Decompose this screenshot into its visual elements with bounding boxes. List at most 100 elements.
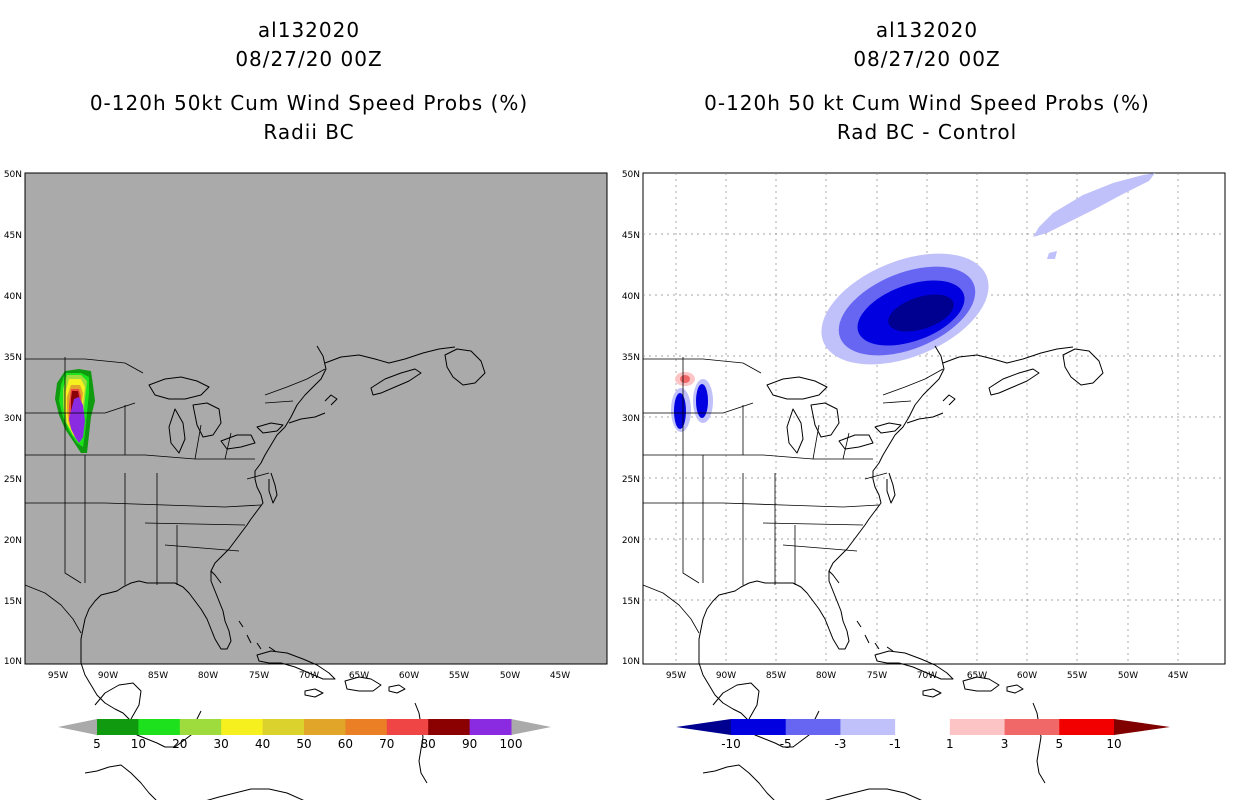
left-title-product: 0-120h 50kt Cum Wind Speed Probs (%) [89, 91, 529, 115]
colorbar-label: -10 [721, 737, 741, 751]
colorbar-swatch [895, 719, 951, 735]
colorbar-label: 100 [500, 737, 523, 751]
lon-label: 60W [399, 671, 419, 681]
lat-label: 10N [4, 657, 22, 667]
left-lat-labels: 50N 45N 40N 35N 30N 25N 20N 15N 10N [4, 170, 22, 667]
lon-label: 60W [1017, 671, 1037, 681]
right-title-subtitle: Rad BC - Control [836, 120, 1018, 144]
right-title-product: 0-120h 50 kt Cum Wind Speed Probs (%) [704, 91, 1150, 115]
lon-label: 95W [666, 671, 686, 681]
colorbar-label: 80 [421, 737, 436, 751]
lon-label: 55W [1067, 671, 1087, 681]
lon-label: 90W [98, 671, 118, 681]
colorbar-label: 40 [255, 737, 270, 751]
lon-label: 95W [48, 671, 68, 681]
left-title-date: 08/27/20 00Z [235, 47, 383, 71]
colorbar-swatch [304, 719, 346, 735]
lat-label: 20N [622, 536, 640, 546]
colorbar-label: 10 [1106, 737, 1121, 751]
colorbar-swatch [179, 719, 222, 735]
lat-label: 25N [622, 475, 640, 485]
colorbar-label: 60 [338, 737, 353, 751]
colorbar-swatch [840, 719, 896, 735]
lon-label: 50W [500, 671, 520, 681]
colorbar-label: 30 [214, 737, 229, 751]
left-colorbar-min-arrow [58, 719, 97, 735]
right-map-background [642, 172, 1226, 665]
colorbar-label: 5 [1055, 737, 1063, 751]
left-title-subtitle: Radii BC [263, 120, 355, 144]
right-difference-field [671, 173, 1155, 432]
lon-label: 90W [716, 671, 736, 681]
colorbar-swatch [221, 719, 264, 735]
lon-label: 65W [349, 671, 369, 681]
colorbar-label: 20 [172, 737, 187, 751]
lon-label: 80W [816, 671, 836, 681]
colorbar-label: -1 [889, 737, 901, 751]
right-lat-labels: 50N 45N 40N 35N 30N 25N 20N 15N 10N [622, 170, 640, 667]
colorbar-label: 5 [93, 737, 101, 751]
right-colorbar-labels: -10 -5 -3 -1 1 3 5 10 [721, 737, 1121, 751]
lat-label: 30N [622, 414, 640, 424]
left-map-background [24, 172, 608, 665]
colorbar-swatch [785, 719, 841, 735]
lat-label: 40N [4, 292, 22, 302]
left-colorbar-max-arrow [511, 719, 551, 735]
left-probability-plume [55, 369, 95, 453]
right-colorbar [676, 719, 1170, 735]
lon-label: 85W [148, 671, 168, 681]
colorbar-swatch [428, 719, 471, 735]
colorbar-label: -5 [780, 737, 792, 751]
lat-label: 30N [4, 414, 22, 424]
lat-label: 45N [4, 231, 22, 241]
lon-label: 75W [249, 671, 269, 681]
colorbar-swatch [262, 719, 305, 735]
colorbar-label: 70 [379, 737, 394, 751]
right-map-panel [642, 172, 1226, 800]
colorbar-swatch [1059, 719, 1115, 735]
colorbar-label: 90 [462, 737, 477, 751]
left-title-storm-id: al132020 [257, 18, 361, 42]
lon-label: 45W [1168, 671, 1188, 681]
lon-label: 45W [550, 671, 570, 681]
lat-label: 25N [4, 475, 22, 485]
lon-label: 65W [967, 671, 987, 681]
colorbar-label: 1 [946, 737, 954, 751]
right-title-date: 08/27/20 00Z [853, 47, 1001, 71]
lon-label: 55W [449, 671, 469, 681]
colorbar-swatch [97, 719, 139, 735]
lat-label: 10N [622, 657, 640, 667]
lat-label: 40N [622, 292, 640, 302]
colorbar-label: 50 [296, 737, 311, 751]
colorbar-label: 3 [1001, 737, 1009, 751]
colorbar-label: 10 [131, 737, 146, 751]
lat-label: 45N [622, 231, 640, 241]
colorbar-swatch [138, 719, 181, 735]
right-map-gridlines [643, 173, 1225, 664]
lon-label: 70W [917, 671, 937, 681]
lat-label: 50N [4, 170, 22, 180]
right-title-storm-id: al132020 [875, 18, 979, 42]
colorbar-swatch [949, 719, 1006, 735]
lon-label: 85W [766, 671, 786, 681]
lat-label: 15N [4, 597, 22, 607]
lat-label: 35N [4, 353, 22, 363]
left-lon-labels: 95W 90W 85W 80W 75W 70W 65W 60W 55W 50W … [48, 671, 570, 681]
lon-label: 80W [198, 671, 218, 681]
left-colorbar [58, 719, 551, 735]
right-colorbar-max-arrow [1114, 719, 1170, 735]
lat-label: 20N [4, 536, 22, 546]
lon-label: 50W [1118, 671, 1138, 681]
colorbar-swatch [386, 719, 429, 735]
colorbar-label: -3 [834, 737, 846, 751]
left-colorbar-labels: 5 10 20 30 40 50 60 70 80 90 100 [93, 737, 522, 751]
colorbar-swatch [469, 719, 512, 735]
right-lon-labels: 95W 90W 85W 80W 75W 70W 65W 60W 55W 50W … [666, 671, 1188, 681]
lat-label: 35N [622, 353, 640, 363]
lat-label: 15N [622, 597, 640, 607]
lon-label: 75W [867, 671, 887, 681]
colorbar-swatch [1004, 719, 1060, 735]
lat-label: 50N [622, 170, 640, 180]
colorbar-swatch [731, 719, 787, 735]
